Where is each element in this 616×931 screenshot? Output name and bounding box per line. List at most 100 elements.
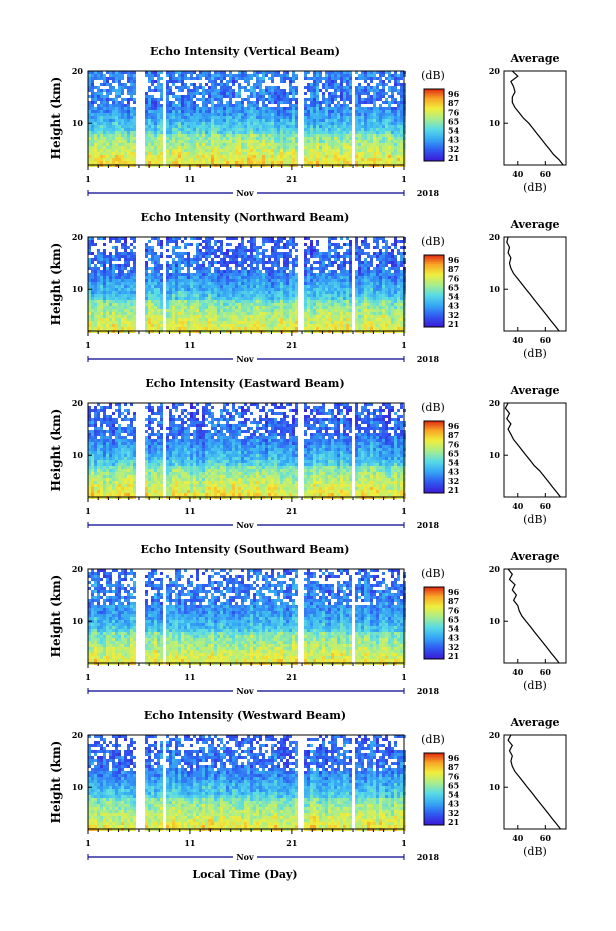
heatmap-cell [226,140,229,143]
heatmap-cell [220,122,223,125]
heatmap-cell [112,89,115,92]
heatmap-cell [154,270,157,273]
heatmap-cell [304,101,307,104]
heatmap-cell [373,95,376,98]
heatmap-cell [118,291,121,294]
heatmap-cell [268,140,271,143]
heatmap-cell [151,297,154,300]
heatmap-cell [283,92,286,95]
heatmap-cell [331,86,334,89]
heatmap-cell [253,300,256,303]
heatmap-cell [256,125,259,128]
heatmap-cell [94,327,97,330]
heatmap-cell [316,104,319,107]
heatmap-cell [250,95,253,98]
heatmap-cell [109,86,112,89]
heatmap-cell [91,282,94,285]
heatmap-cell [214,149,217,152]
heatmap-cell [313,137,316,140]
heatmap-cell [322,86,325,89]
heatmap-cell [274,95,277,98]
heatmap-cell [172,285,175,288]
heatmap-cell [88,77,91,80]
heatmap-cell [385,113,388,116]
heatmap-cell [367,101,370,104]
heatmap-cell [361,131,364,134]
heatmap-cell [220,125,223,128]
heatmap-cell [244,255,247,258]
heatmap-cell [97,95,100,98]
heatmap-cell [274,146,277,149]
heatmap-cell [178,116,181,119]
heatmap-cell [151,140,154,143]
heatmap-cell [274,143,277,146]
heatmap-cell [94,264,97,267]
heatmap-cell [325,101,328,104]
heatmap-cell [172,267,175,270]
heatmap-cell [169,104,172,107]
heatmap-cell [109,279,112,282]
colorbar-segment [424,144,444,148]
heatmap-cell [256,104,259,107]
heatmap-cell [235,261,238,264]
heatmap-cell [235,297,238,300]
heatmap-cell [229,318,232,321]
heatmap-cell [121,291,124,294]
heatmap-cell [289,315,292,318]
heatmap-cell [319,161,322,164]
heatmap-cell [97,297,100,300]
heatmap-cell [154,152,157,155]
heatmap-cell [268,303,271,306]
heatmap-cell [217,89,220,92]
colorbar-segment [424,112,444,115]
heatmap-cell [193,291,196,294]
heatmap-cell [283,312,286,315]
heatmap-cell [268,158,271,161]
heatmap-cell [373,92,376,95]
heatmap-cell [91,125,94,128]
colorbar-segment [424,135,444,139]
heatmap-cell [151,77,154,80]
heatmap-cell [88,318,91,321]
heatmap-cell [304,315,307,318]
heatmap-cell [208,303,211,306]
heatmap-cell [295,324,298,327]
heatmap-cell [196,104,199,107]
heatmap-cell [145,155,148,158]
heatmap-cell [166,155,169,158]
heatmap-cell [274,86,277,89]
heatmap-cell [265,291,268,294]
heatmap-cell [190,300,193,303]
heatmap-cell [235,113,238,116]
heatmap-cell [241,158,244,161]
heatmap-cell [160,110,163,113]
heatmap-cell [280,276,283,279]
heatmap-cell [112,77,115,80]
heatmap-cell [106,95,109,98]
heatmap-cell [304,279,307,282]
heatmap-cell [280,80,283,83]
heatmap-cell [127,321,130,324]
heatmap-cell [145,110,148,113]
heatmap-cell [394,89,397,92]
heatmap-cell [193,128,196,131]
heatmap-cell [376,155,379,158]
heatmap-cell [289,77,292,80]
heatmap-cell [250,243,253,246]
heatmap-cell [289,294,292,297]
heatmap-cell [331,125,334,128]
heatmap-cell [334,74,337,77]
heatmap-cell [121,98,124,101]
heatmap-cell [313,300,316,303]
heatmap-cell [211,276,214,279]
heatmap-cell [205,300,208,303]
heatmap-cell [307,98,310,101]
heatmap-cell [307,291,310,294]
heatmap-cell [112,309,115,312]
heatmap-cell [400,143,403,146]
heatmap-cell [103,282,106,285]
heatmap-cell [310,300,313,303]
heatmap-cell [100,288,103,291]
heatmap-cell [340,140,343,143]
heatmap-cell [97,89,100,92]
